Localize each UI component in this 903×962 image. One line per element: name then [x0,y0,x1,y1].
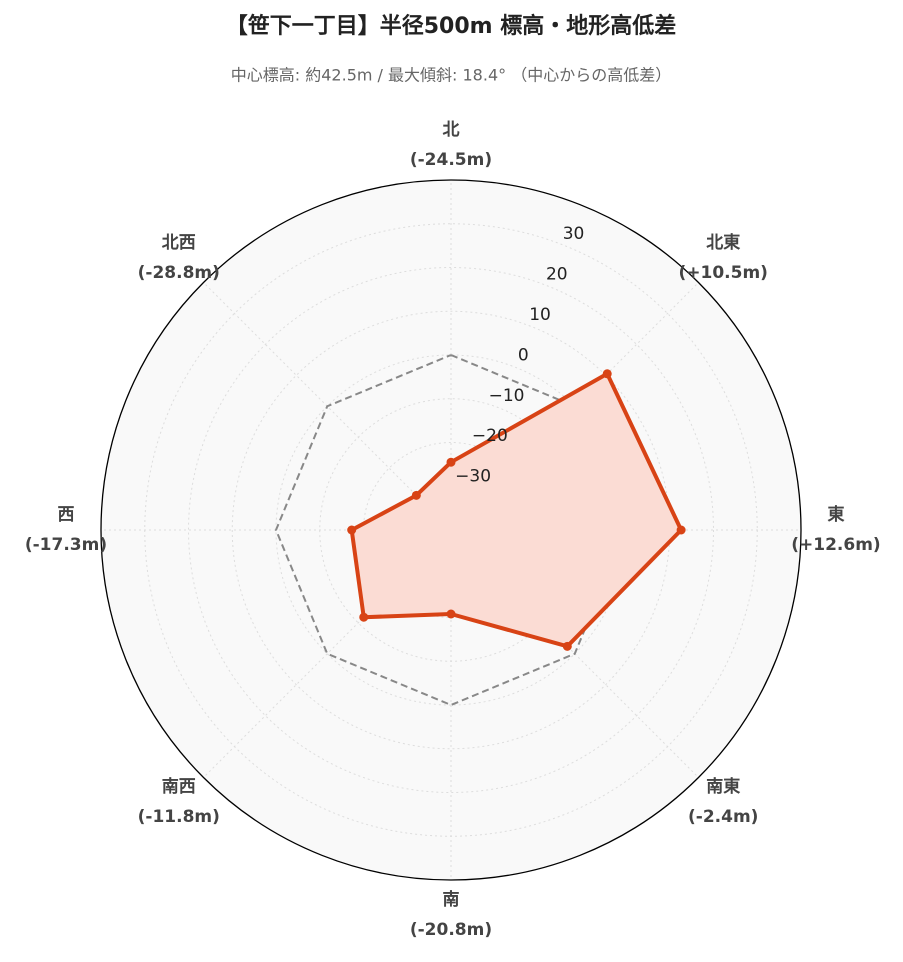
value-label: (+12.6m) [791,535,880,555]
data-point [446,457,456,467]
data-point [347,525,357,535]
category-label: 南西 [162,776,196,797]
r-tick-label: 20 [546,265,568,285]
data-point [446,609,456,619]
grid-ring [188,267,714,793]
data-point [602,369,612,379]
category-label: 北東 [706,232,740,253]
r-tick-label: 0 [518,345,529,365]
category-label: 北 [443,120,460,140]
chart-subtitle: 中心標高: 約42.5m / 最大傾斜: 18.4° （中心からの高低差） [231,66,671,85]
r-tick-label: 30 [563,224,585,244]
data-point [359,612,369,622]
value-label: (-24.5m) [410,150,492,170]
spoke [203,529,452,778]
category-label: 南 [443,889,460,910]
value-label: (-2.4m) [688,807,758,827]
category-label: 西 [58,505,75,525]
data-point [676,525,686,535]
category-label: 北西 [162,233,196,253]
r-tick-label: −20 [472,426,508,446]
category-label: 南東 [706,776,740,797]
value-label: (+10.5m) [679,263,768,283]
value-label: (-28.8m) [138,263,220,283]
data-point [411,490,421,500]
value-label: (-11.8m) [138,807,220,827]
r-tick-label: −10 [489,386,525,406]
category-label: 東 [828,504,845,525]
data-point [562,641,572,651]
plot-border [100,179,802,881]
r-tick-label: −30 [455,467,491,487]
chart-title: 【笹下一丁目】半径500m 標高・地形高低差 [226,13,677,39]
value-label: (-20.8m) [410,920,492,940]
r-tick-label: 10 [529,305,551,325]
value-label: (-17.3m) [25,535,107,555]
